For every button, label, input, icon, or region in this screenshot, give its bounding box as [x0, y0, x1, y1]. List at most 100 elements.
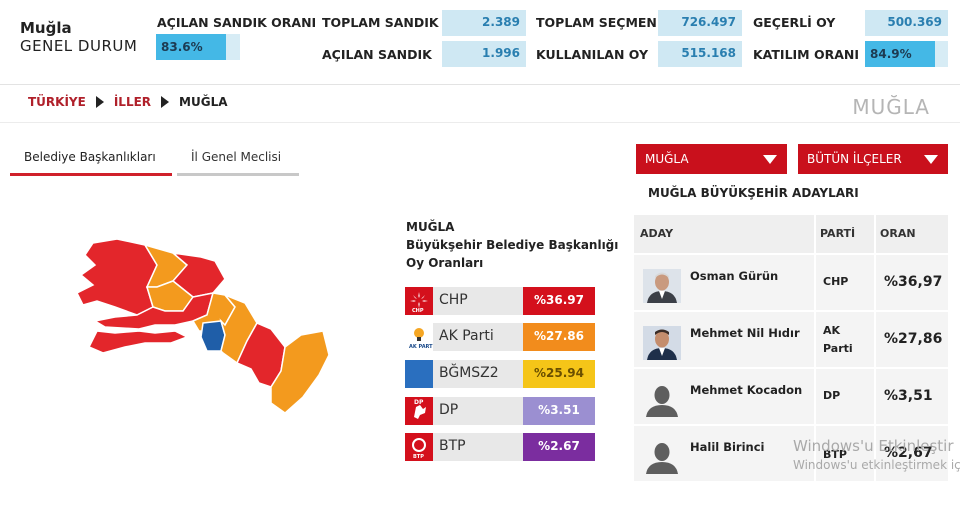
avatar: [643, 269, 681, 303]
valid-votes-label: GEÇERLİ OY: [753, 15, 836, 30]
divider: [0, 122, 960, 123]
svg-text:AK PARTİ: AK PARTİ: [409, 343, 433, 350]
column-divider: [814, 215, 816, 505]
turnout-value: 84.9%: [870, 47, 912, 61]
candidate-name: Halil Birinci: [690, 440, 765, 454]
candidate-name: Mehmet Kocadon: [690, 383, 803, 397]
results-title-office: Büyükşehir Belediye Başkanlığı: [406, 238, 619, 252]
candidate-party: DP: [823, 389, 841, 402]
province-select[interactable]: MUĞLA: [636, 144, 787, 174]
opened-ratio-label: AÇILAN SANDIK ORANI: [157, 15, 317, 30]
page-title: MUĞLA: [852, 95, 930, 119]
map-district-chp-peninsula[interactable]: [87, 330, 189, 354]
avatar: [643, 326, 681, 360]
party-percentage: %3.51: [523, 397, 595, 425]
opened-ratio-bar: 83.6%: [156, 34, 240, 60]
results-title: MUĞLA Büyükşehir Belediye Başkanlığı Oy …: [406, 218, 618, 272]
party-name: BĞMSZ2: [439, 365, 499, 381]
breadcrumb-arrow-icon: [95, 96, 104, 108]
akparti-icon: AK PARTİ: [405, 323, 433, 351]
svg-text:CHP: CHP: [412, 308, 424, 314]
map-district-chp-central[interactable]: [92, 292, 215, 330]
party-row-btp[interactable]: BTP BTP %2.67: [405, 433, 595, 461]
used-votes-label: KULLANILAN OY: [536, 47, 649, 62]
candidate-party: AK Parti: [823, 322, 853, 358]
column-header-candidate: ADAY: [640, 227, 674, 240]
province-select-value: MUĞLA: [645, 152, 689, 166]
map-district-chp-west[interactable]: [75, 238, 158, 316]
opened-boxes-value: 1.996: [442, 41, 526, 67]
activation-watermark: Windows'u Etkinleştir Windows'u etkinleş…: [793, 437, 960, 475]
party-row-dp[interactable]: DP DP %3.51: [405, 397, 595, 425]
turnout-fill: [865, 41, 936, 67]
party-percentage: %27.86: [523, 323, 595, 351]
party-percentage: %36.97: [523, 287, 595, 315]
party-row-chp[interactable]: CHP CHP %36.97: [405, 287, 595, 315]
candidate-ratio: %27,86: [884, 331, 943, 347]
district-map: [75, 238, 330, 414]
party-row-akparti[interactable]: AK PARTİ AK Parti %27.86: [405, 323, 595, 351]
dp-icon: DP: [405, 397, 433, 425]
breadcrumb-turkiye[interactable]: TÜRKİYE: [28, 95, 86, 109]
independent-icon: [405, 360, 433, 388]
tab-mayoralties[interactable]: Belediye Başkanlıkları: [10, 150, 172, 176]
party-row-independent[interactable]: BĞMSZ2 %25.94: [405, 360, 595, 388]
candidates-title: MUĞLA BÜYÜKŞEHİR ADAYLARI: [648, 186, 859, 200]
candidate-party: BTP: [823, 448, 847, 461]
candidate-party: CHP: [823, 275, 849, 288]
candidate-ratio: %3,51: [884, 388, 933, 404]
svg-text:BTP: BTP: [413, 454, 424, 460]
breadcrumb-arrow-icon: [161, 96, 170, 108]
table-header: ADAY PARTİ ORAN: [634, 215, 948, 253]
chevron-down-icon: [924, 155, 938, 164]
used-votes-value: 515.168: [658, 41, 742, 67]
total-boxes-label: TOPLAM SANDIK: [322, 15, 439, 30]
summary-bar: Muğla GENEL DURUM AÇILAN SANDIK ORANI 83…: [0, 0, 960, 85]
avatar-placeholder-icon: [643, 383, 681, 417]
column-divider: [874, 215, 876, 505]
chevron-down-icon: [763, 155, 777, 164]
candidate-party-line2: Parti: [823, 342, 853, 355]
candidate-name: Mehmet Nil Hıdır: [690, 326, 800, 340]
district-select[interactable]: BÜTÜN İLÇELER: [798, 144, 948, 174]
activation-watermark-text: Windows'u etkinleştirmek için: [793, 458, 960, 472]
valid-votes-value: 500.369: [865, 10, 948, 36]
party-name: DP: [439, 402, 459, 418]
district-select-value: BÜTÜN İLÇELER: [807, 152, 902, 166]
city-name: Muğla: [20, 19, 72, 37]
breadcrumb: TÜRKİYE İLLER MUĞLA: [28, 95, 228, 109]
candidate-name: Osman Gürün: [690, 269, 779, 283]
party-name: CHP: [439, 292, 468, 308]
chp-icon: CHP: [405, 287, 433, 315]
party-percentage: %25.94: [523, 360, 595, 388]
total-voters-value: 726.497: [658, 10, 742, 36]
table-row[interactable]: Halil Birinci BTP %2,67: [634, 424, 948, 481]
avatar-placeholder-icon: [643, 440, 681, 474]
map-district-ak-5[interactable]: [270, 330, 330, 414]
tab-provincial-council[interactable]: İl Genel Meclisi: [177, 150, 299, 176]
opened-ratio-fill: [156, 34, 227, 60]
btp-icon: BTP: [405, 433, 433, 461]
total-voters-label: TOPLAM SEÇMEN: [536, 15, 657, 30]
party-name: BTP: [439, 438, 466, 454]
map-district-ak-4[interactable]: [219, 294, 258, 365]
table-row[interactable]: Mehmet Nil Hıdır AK Parti %27,86: [634, 310, 948, 367]
candidate-ratio: %36,97: [884, 274, 943, 290]
opened-ratio-value: 83.6%: [161, 40, 203, 54]
opened-boxes-label: AÇILAN SANDIK: [322, 47, 432, 62]
turnout-label: KATILIM ORANI: [753, 47, 860, 62]
results-title-subtitle: Oy Oranları: [406, 256, 484, 270]
column-header-ratio: ORAN: [880, 227, 916, 240]
breadcrumb-iller[interactable]: İLLER: [113, 95, 152, 109]
total-boxes-value: 2.389: [442, 10, 526, 36]
turnout-bar: 84.9%: [865, 41, 948, 67]
candidate-party-line1: AK: [823, 324, 841, 337]
party-percentage: %2.67: [523, 433, 595, 461]
results-title-province: MUĞLA: [406, 220, 455, 234]
activation-watermark-title: Windows'u Etkinleştir: [793, 437, 954, 455]
table-row[interactable]: Mehmet Kocadon DP %3,51: [634, 367, 948, 424]
general-status-label: GENEL DURUM: [20, 37, 138, 55]
candidate-ratio: %2,67: [884, 445, 933, 461]
table-row[interactable]: Osman Gürün CHP %36,97: [634, 253, 948, 310]
column-header-party: PARTİ: [820, 227, 856, 240]
